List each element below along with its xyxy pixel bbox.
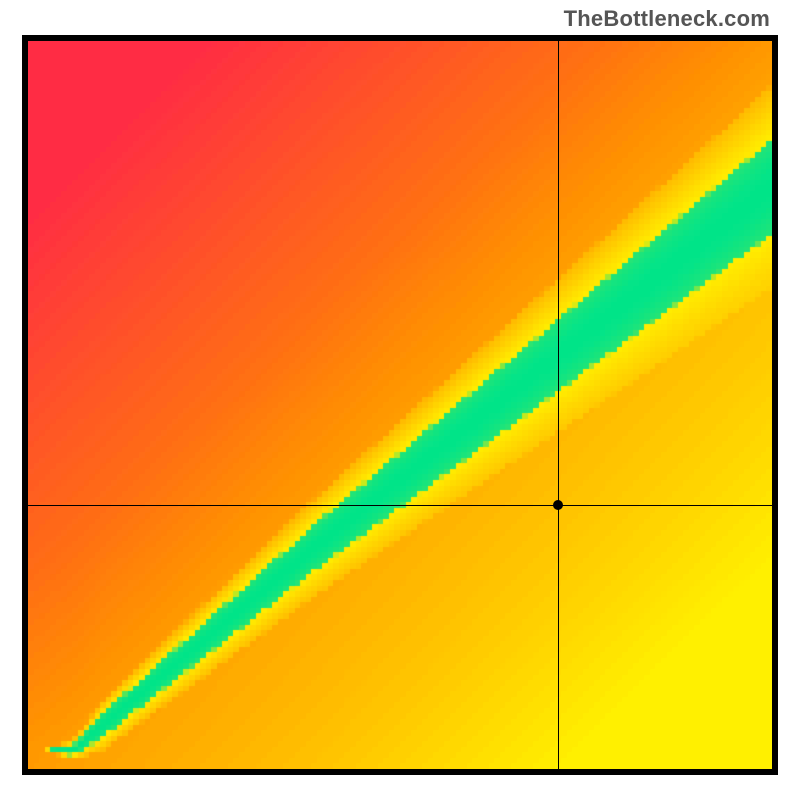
marker-dot — [553, 500, 563, 510]
heatmap-frame — [22, 35, 778, 775]
container: TheBottleneck.com — [0, 0, 800, 800]
crosshair-vertical — [558, 41, 559, 769]
heatmap-canvas — [28, 41, 772, 769]
watermark-text: TheBottleneck.com — [564, 6, 770, 32]
crosshair-horizontal — [28, 505, 772, 506]
